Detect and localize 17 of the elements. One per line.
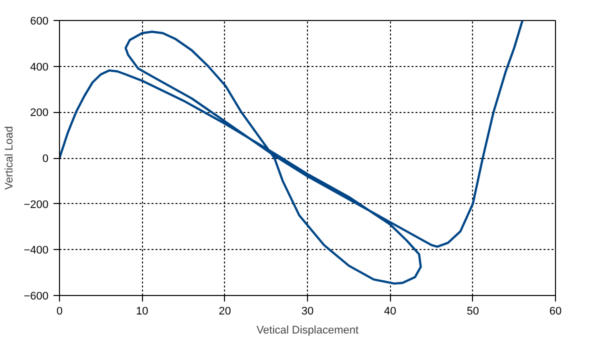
- x-tick-label: 50: [466, 306, 479, 318]
- y-tick-label: 200: [30, 107, 49, 120]
- y-tick-label: 400: [30, 61, 49, 74]
- x-tick-label: 40: [384, 306, 396, 318]
- x-tick-label: 10: [136, 306, 148, 318]
- y-tick-label: −200: [24, 198, 49, 211]
- y-tick-label: 600: [30, 16, 49, 28]
- line-series: [60, 20, 524, 285]
- x-axis-title: Vetical Displacement: [256, 324, 359, 336]
- y-axis-title: Vertical Load: [4, 126, 16, 190]
- y-tick-label: −400: [24, 244, 49, 257]
- x-tick-label: 60: [549, 306, 562, 318]
- x-tick-label: 30: [301, 306, 314, 318]
- y-tick-label: −600: [24, 290, 49, 302]
- y-tick-label: 0: [42, 153, 49, 165]
- x-tick-label: 20: [218, 306, 231, 318]
- x-tick-label: 0: [56, 306, 63, 318]
